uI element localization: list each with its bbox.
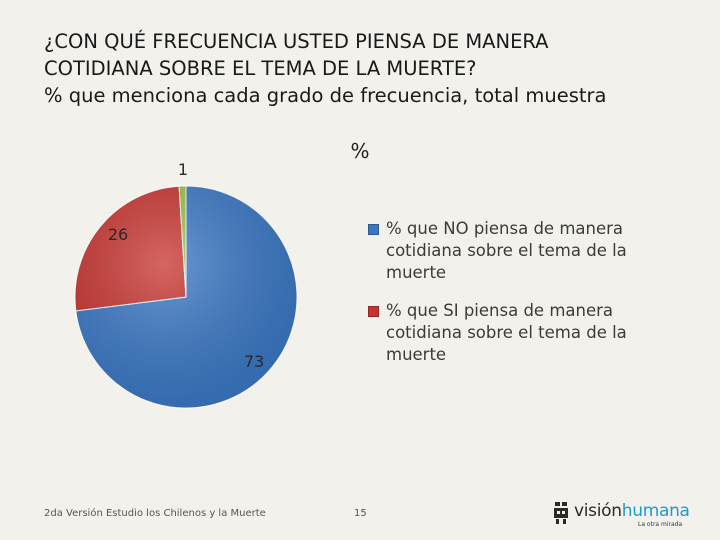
page-number: 15 (354, 508, 367, 519)
pie-slice-si (74, 185, 187, 312)
chart-title: % (350, 139, 369, 163)
legend: % que NO piensa de manera cotidiana sobr… (368, 218, 668, 382)
legend-swatch-si (368, 306, 379, 317)
logo-word-2: humana (621, 501, 690, 521)
title-line-3: % que menciona cada grado de frecuencia,… (44, 84, 607, 107)
footer-source: 2da Versión Estudio los Chilenos y la Mu… (44, 508, 266, 519)
data-label-no: 73 (244, 352, 264, 371)
logo-mark-icon (554, 502, 568, 524)
logo-tagline: La otra mirada (638, 521, 683, 528)
title-line-2: COTIDIANA SOBRE EL TEMA DE LA MUERTE? (44, 57, 477, 80)
logo-word-1: visión (574, 501, 622, 521)
legend-label-si: % que SI piensa de manera cotidiana sobr… (386, 301, 627, 364)
slide-title: ¿CON QUÉ FRECUENCIA USTED PIENSA DE MANE… (44, 28, 684, 109)
data-label-other: 1 (178, 160, 188, 179)
legend-item-si: % que SI piensa de manera cotidiana sobr… (368, 300, 668, 366)
legend-item-no: % que NO piensa de manera cotidiana sobr… (368, 218, 668, 284)
brand-logo: visiónhumana La otra mirada (552, 500, 692, 530)
legend-swatch-no (368, 224, 379, 235)
data-label-si: 26 (108, 225, 128, 244)
title-line-1: ¿CON QUÉ FRECUENCIA USTED PIENSA DE MANE… (44, 30, 549, 53)
legend-label-no: % que NO piensa de manera cotidiana sobr… (386, 219, 627, 282)
logo-wordmark: visiónhumana (574, 501, 690, 521)
